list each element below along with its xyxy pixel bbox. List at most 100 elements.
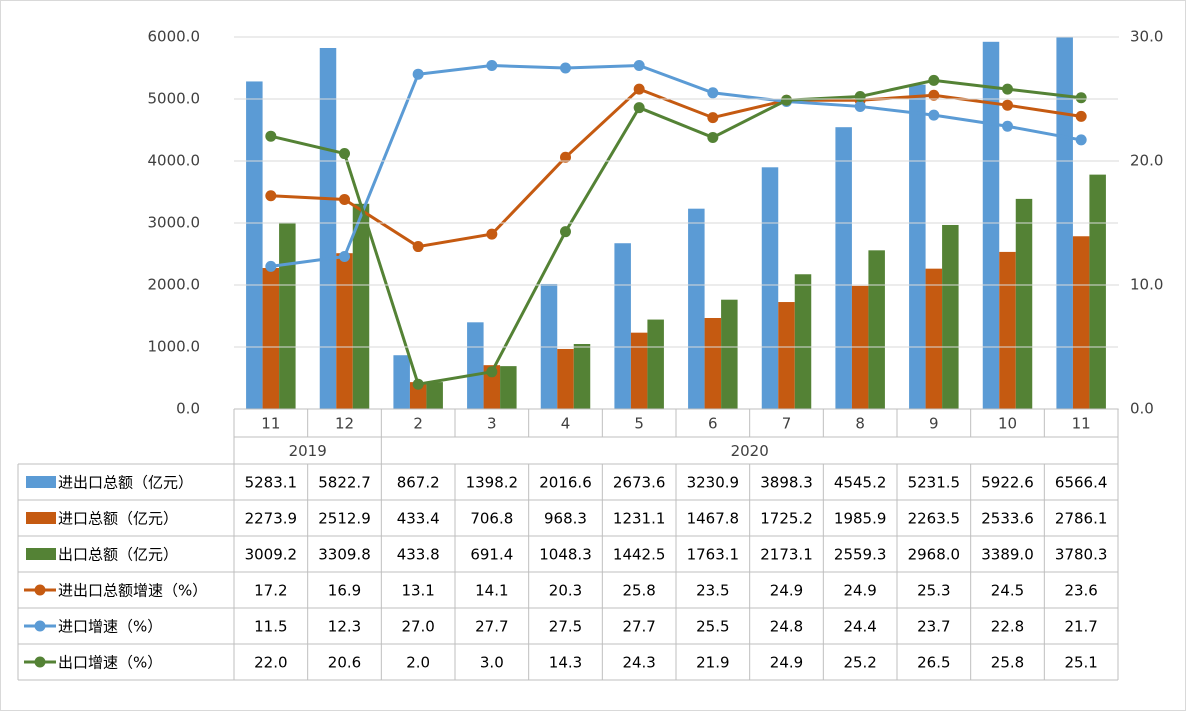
x-tick-label: 6 bbox=[708, 415, 718, 433]
table-value: 1467.8 bbox=[687, 510, 740, 528]
table-value: 25.5 bbox=[696, 618, 729, 636]
legend-swatch bbox=[34, 584, 46, 596]
table-value: 13.1 bbox=[401, 582, 434, 600]
y-tick-label: 1000.0 bbox=[148, 338, 201, 356]
line-marker bbox=[928, 74, 940, 86]
line-marker bbox=[412, 241, 424, 253]
bar bbox=[483, 365, 501, 409]
x-tick-label: 8 bbox=[855, 415, 865, 433]
y-tick-label: 2000.0 bbox=[148, 276, 201, 294]
bar bbox=[925, 268, 943, 409]
bar bbox=[352, 203, 370, 409]
x-tick-label: 11 bbox=[261, 415, 280, 433]
bar bbox=[262, 268, 280, 409]
bar bbox=[704, 317, 722, 409]
table-value: 2968.0 bbox=[908, 546, 961, 564]
table-value: 2559.3 bbox=[834, 546, 887, 564]
table-value: 25.1 bbox=[1064, 654, 1097, 672]
legend-label: 进口总额（亿元） bbox=[58, 510, 178, 528]
legend-label: 出口增速（%） bbox=[58, 654, 162, 672]
line-marker bbox=[633, 60, 645, 72]
bar bbox=[868, 250, 885, 409]
y2-tick-label: 20.0 bbox=[1130, 152, 1163, 170]
y-tick-label: 4000.0 bbox=[148, 152, 201, 170]
line-marker bbox=[1002, 99, 1013, 111]
table-value: 11.5 bbox=[254, 618, 287, 636]
bar bbox=[761, 167, 779, 409]
bar bbox=[794, 274, 812, 409]
legend-label: 进口增速（%） bbox=[58, 618, 162, 636]
table-value: 3.0 bbox=[480, 654, 504, 672]
table-value: 1763.1 bbox=[687, 546, 740, 564]
line bbox=[270, 78, 1082, 386]
bar bbox=[319, 47, 337, 409]
line-marker bbox=[486, 228, 498, 240]
table-value: 433.4 bbox=[397, 510, 440, 528]
table-value: 23.7 bbox=[917, 618, 950, 636]
table-value: 27.7 bbox=[475, 618, 508, 636]
bar bbox=[721, 299, 738, 409]
table-value: 1985.9 bbox=[834, 510, 887, 528]
line-marker bbox=[1002, 120, 1013, 132]
bar bbox=[1089, 174, 1106, 409]
bar bbox=[557, 348, 574, 409]
line bbox=[270, 87, 1082, 249]
table-value: 1398.2 bbox=[466, 474, 519, 492]
table-value: 1048.3 bbox=[539, 546, 592, 564]
legend-swatch bbox=[34, 656, 46, 668]
bar bbox=[1015, 198, 1033, 409]
bar bbox=[279, 222, 296, 409]
line-marker bbox=[633, 83, 645, 95]
line-marker bbox=[633, 102, 645, 114]
table-value: 968.3 bbox=[544, 510, 587, 528]
y-tick-label: 0.0 bbox=[176, 400, 200, 418]
table-value: 25.3 bbox=[917, 582, 950, 600]
table-value: 5231.5 bbox=[908, 474, 961, 492]
table-value: 3230.9 bbox=[687, 474, 740, 492]
table-value: 433.8 bbox=[397, 546, 440, 564]
table-value: 14.1 bbox=[475, 582, 508, 600]
line-marker bbox=[1075, 92, 1087, 104]
bar bbox=[999, 251, 1016, 409]
line-marker bbox=[707, 112, 719, 124]
bar bbox=[835, 127, 852, 409]
table-value: 25.8 bbox=[991, 654, 1024, 672]
line-marker bbox=[560, 151, 571, 163]
table-value: 2673.6 bbox=[613, 474, 666, 492]
y2-tick-label: 0.0 bbox=[1130, 400, 1154, 418]
table-value: 2016.6 bbox=[539, 474, 592, 492]
legend-label: 进出口总额增速（%） bbox=[58, 582, 207, 600]
table-value: 5822.7 bbox=[318, 474, 371, 492]
bar bbox=[942, 224, 959, 409]
table-value: 16.9 bbox=[328, 582, 361, 600]
x-tick-label: 5 bbox=[634, 415, 644, 433]
line-marker bbox=[265, 190, 277, 202]
legend-label: 出口总额（亿元） bbox=[58, 546, 178, 564]
y2-tick-label: 30.0 bbox=[1130, 28, 1163, 46]
bar bbox=[614, 243, 631, 409]
table-value: 3898.3 bbox=[760, 474, 813, 492]
bar bbox=[500, 366, 517, 409]
line-marker bbox=[265, 260, 277, 272]
table-value: 25.2 bbox=[843, 654, 876, 672]
table-value: 2263.5 bbox=[908, 510, 961, 528]
table-value: 2533.6 bbox=[981, 510, 1034, 528]
x-tick-label: 3 bbox=[487, 415, 497, 433]
table-value: 23.6 bbox=[1064, 582, 1097, 600]
table-value: 17.2 bbox=[254, 582, 287, 600]
table-value: 3389.0 bbox=[981, 546, 1034, 564]
legend-swatch bbox=[26, 512, 56, 524]
line-marker bbox=[781, 94, 792, 106]
line-marker bbox=[339, 148, 350, 160]
line-marker bbox=[1075, 134, 1087, 146]
line-marker bbox=[339, 250, 350, 262]
table-value: 706.8 bbox=[470, 510, 513, 528]
line-marker bbox=[560, 226, 571, 238]
x-tick-label: 4 bbox=[561, 415, 571, 433]
table-value: 27.5 bbox=[549, 618, 582, 636]
table-value: 20.6 bbox=[328, 654, 361, 672]
y2-tick-label: 10.0 bbox=[1130, 276, 1163, 294]
table-value: 1725.2 bbox=[760, 510, 813, 528]
y-tick-label: 5000.0 bbox=[148, 90, 201, 108]
table-value: 867.2 bbox=[397, 474, 440, 492]
